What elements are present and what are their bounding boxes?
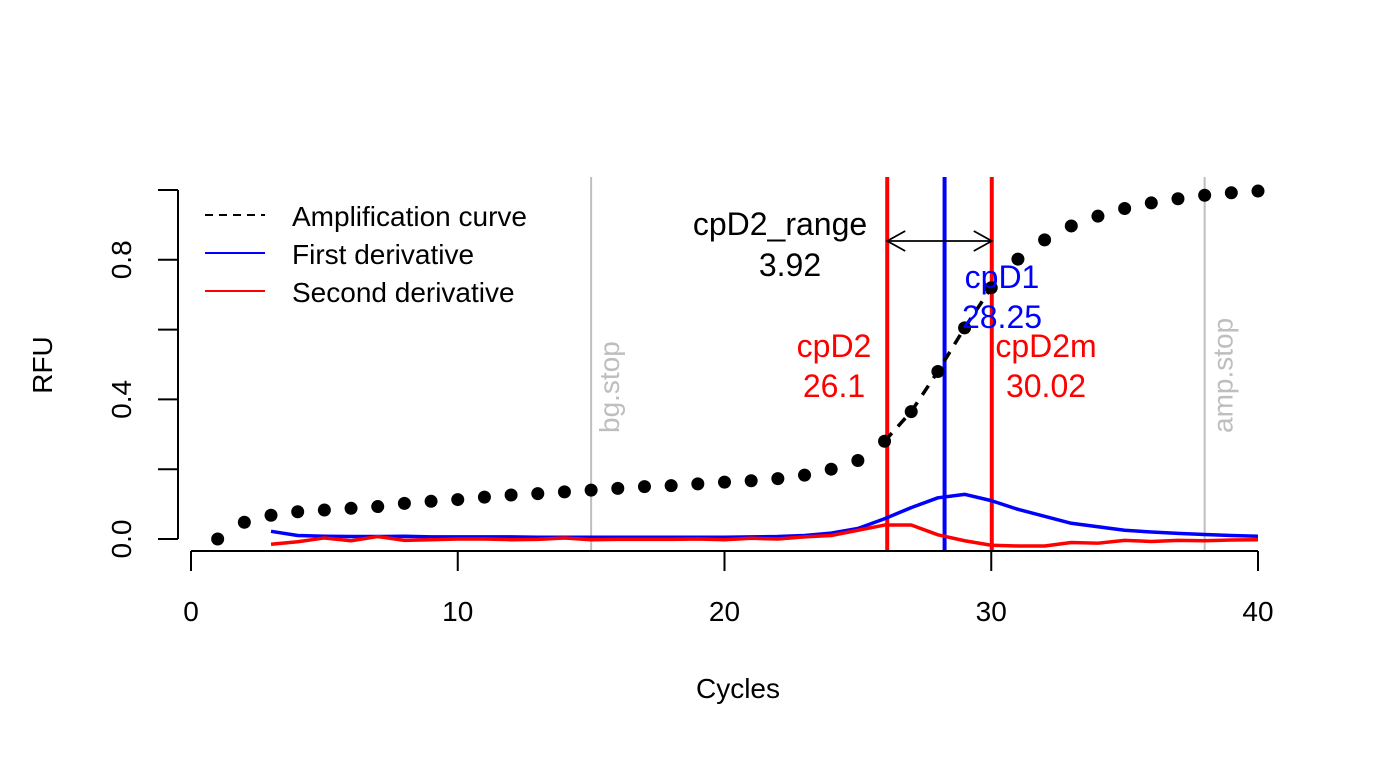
- amplification-point: [531, 487, 545, 501]
- first-derivative-line: [270, 492, 1259, 540]
- amplification-point: [611, 481, 625, 495]
- amplification-point: [878, 434, 892, 448]
- series: [211, 184, 1265, 548]
- range-arrow-head-right: [973, 230, 994, 252]
- amplification-point: [931, 364, 945, 378]
- amplification-point: [1118, 201, 1132, 215]
- amplification-point: [451, 493, 465, 507]
- amplification-point: [1251, 184, 1265, 198]
- amplification-point: [477, 490, 491, 504]
- x-tick-label: 10: [442, 596, 473, 627]
- marker-name-cpd1: cpD1: [965, 259, 1040, 295]
- range-arrow-head-left: [885, 230, 906, 252]
- marker-value-cpd1: 28.25: [962, 299, 1042, 335]
- amplification-point: [424, 494, 438, 508]
- amplification-point: [1011, 252, 1025, 266]
- range-label: cpD2_range: [693, 206, 867, 242]
- vertical-line-label-amp-stop: amp.stop: [1208, 318, 1239, 433]
- amplification-point: [1144, 196, 1158, 210]
- amplification-point: [584, 483, 598, 497]
- marker-value-cpd2: 26.1: [803, 368, 865, 404]
- amplification-point: [1171, 192, 1185, 206]
- amplification-point: [1038, 233, 1052, 247]
- x-axis-title: Cycles: [696, 673, 780, 704]
- x-tick-label: 0: [183, 596, 199, 627]
- legend-label-0: Amplification curve: [292, 201, 527, 232]
- range-value: 3.92: [759, 247, 821, 283]
- amplification-point: [1224, 186, 1238, 200]
- amplification-point: [1064, 219, 1078, 233]
- amplification-point: [1091, 209, 1105, 223]
- amplification-point: [557, 485, 571, 499]
- amplification-point: [1198, 188, 1212, 202]
- axes: 0 10 20 30 40 0.0 0.4 0.8 Cycles RFU: [27, 189, 1274, 704]
- vertical-lines: bg.stop amp.stop: [590, 177, 1239, 551]
- amplification-point: [798, 468, 812, 482]
- amplification-point: [317, 503, 331, 517]
- marker-name-cpd2: cpD2: [797, 328, 872, 364]
- y-tick-label: 0.8: [106, 240, 137, 279]
- x-tick-label: 20: [709, 596, 740, 627]
- second-derivative-line: [270, 523, 1259, 548]
- amplification-point: [718, 475, 731, 489]
- amplification-point: [984, 281, 998, 295]
- vertical-line-label-bg-stop: bg.stop: [594, 341, 625, 433]
- x-tick-label: 40: [1242, 596, 1273, 627]
- amplification-point: [504, 488, 518, 502]
- amplification-point: [824, 462, 838, 476]
- amplification-point: [371, 500, 385, 514]
- amplification-point: [211, 532, 225, 546]
- amplification-point: [664, 479, 678, 493]
- amplification-point: [958, 321, 972, 335]
- amplification-point: [904, 405, 918, 419]
- y-tick-label: 0.0: [106, 520, 137, 559]
- y-tick-label: 0.4: [106, 380, 137, 419]
- marker-value-cpd2m: 30.02: [1006, 368, 1086, 404]
- legend-label-1: First derivative: [292, 239, 474, 270]
- amplification-point: [397, 496, 411, 510]
- amplification-point: [344, 501, 358, 515]
- amplification-point: [237, 515, 251, 529]
- legend: Amplification curve First derivative Secon…: [205, 201, 527, 308]
- amplification-point: [744, 474, 758, 488]
- legend-label-2: Second derivative: [292, 277, 515, 308]
- amplification-point: [771, 472, 785, 486]
- amplification-point: [264, 508, 278, 522]
- amplification-point: [691, 477, 705, 491]
- amplification-point: [637, 480, 651, 494]
- amplification-point: [291, 505, 305, 519]
- y-axis-title: RFU: [27, 336, 58, 394]
- amplification-point: [851, 453, 865, 467]
- x-tick-label: 30: [976, 596, 1007, 627]
- marker-name-cpd2m: cpD2m: [995, 328, 1096, 364]
